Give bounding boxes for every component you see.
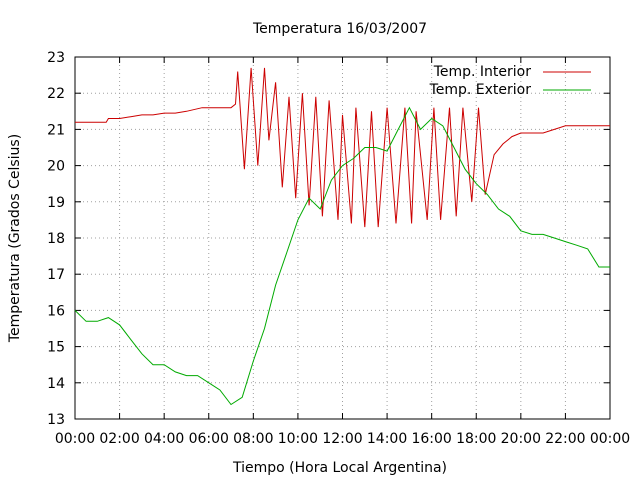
y-axis-label: Temperatura (Grados Celsius) <box>7 134 23 343</box>
x-tick-label: 00:00 <box>55 431 95 447</box>
y-tick-label: 14 <box>47 376 65 392</box>
tick-marks <box>74 56 611 420</box>
x-tick-label: 06:00 <box>189 431 229 447</box>
x-tick-label: 18:00 <box>456 431 496 447</box>
y-tick-label: 21 <box>47 122 65 138</box>
legend-label-exterior: Temp. Exterior <box>429 82 532 98</box>
y-tick-label: 13 <box>47 412 65 428</box>
y-tick-label: 17 <box>47 267 65 283</box>
x-tick-label: 10:00 <box>278 431 318 447</box>
y-tick-label: 16 <box>47 303 65 319</box>
x-tick-label: 00:00 <box>590 431 630 447</box>
grid-lines <box>75 57 610 419</box>
x-tick-label: 04:00 <box>144 431 184 447</box>
y-tick-labels: 13 14 15 16 17 18 19 20 21 22 23 <box>47 50 65 428</box>
x-tick-label: 16:00 <box>411 431 451 447</box>
y-tick-label: 20 <box>47 159 65 175</box>
x-tick-labels: 00:00 02:00 04:00 06:00 08:00 10:00 12:00 14:00… <box>55 431 630 447</box>
chart-title: Temperatura 16/03/2007 <box>252 21 427 37</box>
x-tick-label: 14:00 <box>367 431 407 447</box>
y-tick-label: 19 <box>47 195 65 211</box>
y-tick-label: 22 <box>47 86 65 102</box>
x-tick-label: 02:00 <box>99 431 139 447</box>
x-tick-label: 08:00 <box>233 431 273 447</box>
x-axis-label: Tiempo (Hora Local Argentina) <box>232 460 447 476</box>
series-lines <box>74 67 610 406</box>
series-line-interior <box>75 67 610 228</box>
legend-label-interior: Temp. Interior <box>433 64 532 80</box>
legend: Temp. Interior Temp. Exterior <box>429 64 591 98</box>
x-tick-label: 12:00 <box>322 431 362 447</box>
y-tick-label: 23 <box>47 50 65 66</box>
x-tick-label: 20:00 <box>501 431 541 447</box>
series-line-exterior <box>74 106 610 406</box>
y-tick-label: 18 <box>47 231 65 247</box>
x-tick-label: 22:00 <box>545 431 585 447</box>
y-tick-label: 15 <box>47 340 65 356</box>
